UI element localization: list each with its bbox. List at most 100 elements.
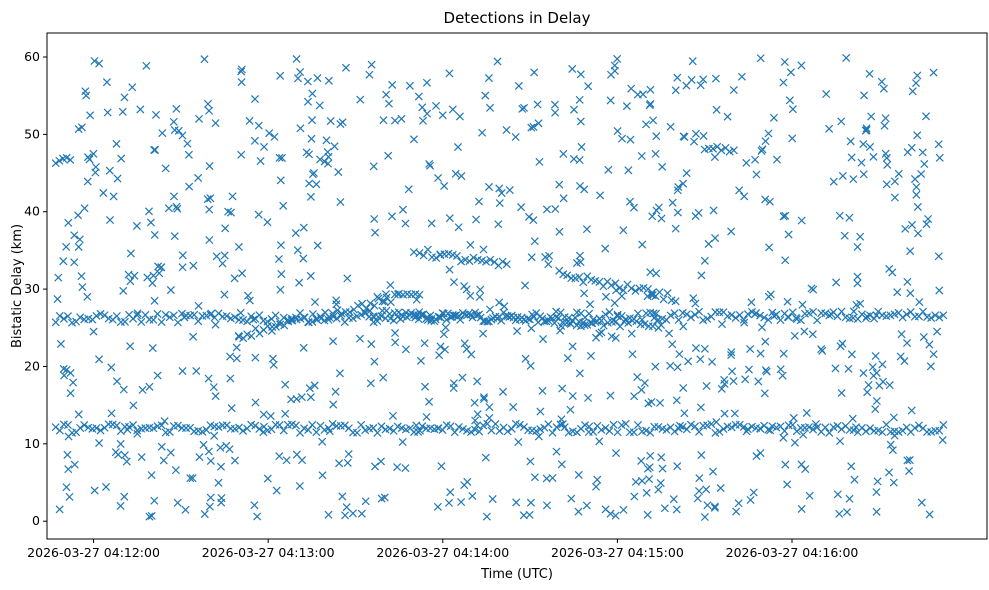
detection-marker bbox=[671, 86, 680, 95]
detection-marker bbox=[113, 174, 122, 183]
detection-marker bbox=[244, 291, 253, 300]
detection-marker bbox=[589, 427, 598, 436]
detection-marker bbox=[761, 337, 770, 346]
detection-marker bbox=[648, 212, 657, 221]
detection-marker bbox=[717, 146, 726, 155]
detection-marker bbox=[611, 279, 620, 288]
detection-marker bbox=[99, 188, 108, 197]
detection-marker bbox=[214, 478, 223, 487]
detection-marker bbox=[517, 203, 526, 212]
detection-marker bbox=[398, 205, 408, 214]
detection-marker bbox=[788, 308, 797, 317]
detection-marker bbox=[214, 423, 223, 432]
detection-marker bbox=[668, 198, 677, 207]
detection-marker bbox=[900, 357, 909, 366]
detection-marker bbox=[709, 206, 718, 215]
detection-marker bbox=[885, 468, 894, 477]
y-tick-label: 60 bbox=[24, 49, 40, 64]
detection-marker bbox=[719, 424, 728, 434]
detection-marker bbox=[935, 153, 944, 162]
detection-marker bbox=[610, 299, 619, 308]
detection-marker bbox=[710, 153, 719, 162]
x-tick-label: 2026-03-27 04:12:00 bbox=[27, 545, 160, 560]
detection-marker bbox=[204, 447, 213, 456]
detection-marker bbox=[848, 414, 857, 423]
detection-marker bbox=[626, 135, 635, 144]
detection-marker bbox=[639, 283, 648, 292]
detection-marker bbox=[216, 443, 225, 452]
detection-marker bbox=[411, 313, 420, 322]
detection-marker bbox=[498, 257, 507, 266]
detection-marker bbox=[646, 308, 655, 317]
detection-marker bbox=[788, 105, 797, 114]
detection-marker bbox=[529, 312, 539, 321]
detection-marker bbox=[371, 228, 380, 237]
detection-marker bbox=[646, 85, 655, 94]
detection-marker bbox=[526, 498, 535, 507]
detection-marker bbox=[908, 87, 917, 96]
detection-marker bbox=[247, 312, 256, 321]
detection-marker bbox=[809, 307, 818, 316]
detection-marker bbox=[116, 439, 125, 448]
detection-marker bbox=[845, 494, 854, 503]
detection-marker bbox=[808, 330, 817, 339]
detection-marker bbox=[666, 122, 675, 131]
detection-marker bbox=[76, 313, 85, 322]
detection-marker bbox=[633, 309, 642, 318]
detection-marker bbox=[226, 374, 235, 383]
detection-marker bbox=[220, 251, 229, 260]
detection-marker bbox=[790, 438, 799, 447]
detection-marker bbox=[871, 405, 880, 414]
detection-marker bbox=[232, 343, 241, 352]
detection-marker bbox=[709, 467, 718, 476]
detection-marker bbox=[83, 153, 92, 162]
detection-marker bbox=[542, 205, 551, 214]
detection-marker bbox=[849, 175, 858, 184]
detection-marker bbox=[654, 422, 663, 431]
detection-marker bbox=[234, 242, 243, 251]
detection-marker bbox=[472, 215, 481, 224]
detection-marker bbox=[567, 494, 576, 503]
detection-marker bbox=[619, 505, 628, 514]
detection-marker bbox=[308, 89, 317, 98]
detection-marker bbox=[120, 93, 129, 102]
detection-marker bbox=[205, 502, 214, 511]
detection-marker bbox=[473, 410, 482, 419]
detection-marker bbox=[534, 119, 543, 128]
detection-marker bbox=[652, 132, 661, 141]
detection-marker bbox=[702, 485, 711, 494]
detection-marker bbox=[503, 427, 512, 436]
detection-marker bbox=[659, 295, 668, 304]
detection-marker bbox=[338, 492, 347, 501]
detection-marker bbox=[607, 332, 616, 341]
detection-marker bbox=[575, 95, 584, 104]
detection-marker bbox=[209, 383, 218, 392]
detection-marker bbox=[619, 286, 628, 295]
detection-marker bbox=[324, 510, 333, 519]
detection-marker bbox=[56, 339, 65, 348]
detection-marker bbox=[673, 363, 682, 372]
detection-marker bbox=[853, 272, 862, 281]
x-tick-label: 2026-03-27 04:15:00 bbox=[551, 545, 684, 560]
detection-marker bbox=[716, 484, 725, 493]
detection-marker bbox=[804, 423, 814, 432]
detection-marker bbox=[929, 350, 938, 359]
detection-marker bbox=[474, 197, 483, 206]
detection-marker bbox=[178, 263, 187, 272]
detection-marker bbox=[90, 486, 99, 495]
detection-marker bbox=[727, 348, 736, 357]
detection-marker bbox=[752, 309, 761, 318]
detection-marker bbox=[300, 424, 309, 433]
detection-marker bbox=[686, 420, 695, 429]
detection-marker bbox=[673, 208, 682, 217]
detection-marker bbox=[744, 365, 753, 374]
detection-marker bbox=[910, 175, 920, 184]
detection-marker bbox=[907, 406, 916, 415]
detection-marker bbox=[328, 419, 337, 428]
detection-marker bbox=[512, 498, 521, 507]
detection-marker bbox=[752, 452, 761, 461]
detection-marker bbox=[863, 388, 872, 397]
detection-marker bbox=[370, 462, 380, 471]
detection-marker bbox=[704, 239, 713, 248]
